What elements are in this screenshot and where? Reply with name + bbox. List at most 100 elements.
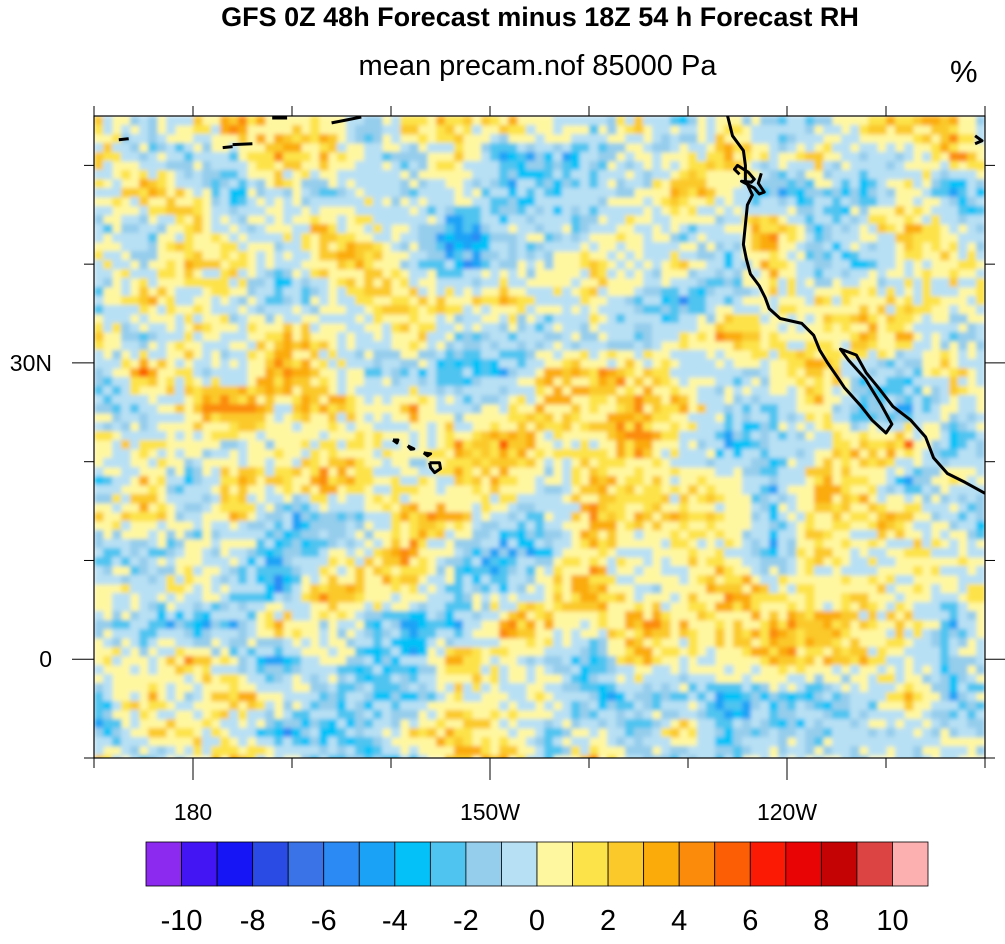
field-cell — [805, 557, 815, 567]
field-cell — [967, 431, 977, 441]
field-cell — [364, 701, 374, 711]
field-cell — [886, 512, 896, 522]
field-cell — [526, 701, 536, 711]
field-cell — [301, 413, 311, 423]
field-cell — [967, 458, 977, 468]
field-cell — [202, 170, 212, 180]
field-cell — [769, 134, 779, 144]
field-cell — [787, 548, 797, 558]
field-cell — [859, 251, 869, 261]
field-cell — [364, 467, 374, 477]
field-cell — [958, 170, 968, 180]
field-cell — [859, 350, 869, 360]
field-cell — [760, 206, 770, 216]
field-cell — [715, 449, 725, 459]
field-cell — [715, 620, 725, 630]
field-cell — [229, 386, 239, 396]
field-cell — [346, 530, 356, 540]
field-cell — [715, 242, 725, 252]
field-cell — [247, 557, 257, 567]
field-cell — [616, 665, 626, 675]
field-cell — [931, 503, 941, 513]
field-cell — [328, 512, 338, 522]
field-cell — [895, 665, 905, 675]
field-cell — [337, 287, 347, 297]
field-cell — [634, 530, 644, 540]
field-cell — [445, 593, 455, 603]
field-cell — [877, 710, 887, 720]
field-cell — [643, 485, 653, 495]
field-cell — [274, 341, 284, 351]
field-cell — [976, 341, 985, 351]
field-cell — [112, 548, 122, 558]
field-cell — [499, 575, 509, 585]
field-cell — [958, 242, 968, 252]
field-cell — [193, 152, 203, 162]
field-cell — [580, 647, 590, 657]
field-cell — [364, 287, 374, 297]
field-cell — [967, 278, 977, 288]
field-cell — [508, 152, 518, 162]
field-cell — [139, 611, 149, 621]
field-cell — [94, 287, 104, 297]
field-cell — [193, 395, 203, 405]
field-cell — [877, 485, 887, 495]
field-cell — [652, 476, 662, 486]
field-cell — [211, 278, 221, 288]
field-cell — [706, 458, 716, 468]
field-cell — [337, 710, 347, 720]
field-cell — [130, 701, 140, 711]
field-cell — [598, 521, 608, 531]
field-cell — [175, 341, 185, 351]
field-cell — [121, 170, 131, 180]
field-cell — [481, 611, 491, 621]
field-cell — [886, 152, 896, 162]
field-cell — [418, 665, 428, 675]
field-cell — [859, 170, 869, 180]
field-cell — [337, 296, 347, 306]
field-cell — [310, 656, 320, 666]
field-cell — [850, 287, 860, 297]
field-cell — [643, 341, 653, 351]
field-cell — [625, 692, 635, 702]
field-cell — [778, 278, 788, 288]
field-cell — [670, 143, 680, 153]
field-cell — [445, 710, 455, 720]
field-cell — [157, 710, 167, 720]
field-cell — [382, 440, 392, 450]
field-cell — [319, 440, 329, 450]
field-cell — [202, 404, 212, 414]
field-cell — [436, 647, 446, 657]
field-cell — [688, 224, 698, 234]
field-cell — [175, 377, 185, 387]
field-cell — [634, 134, 644, 144]
field-cell — [130, 692, 140, 702]
field-cell — [562, 296, 572, 306]
field-cell — [715, 260, 725, 270]
field-cell — [265, 197, 275, 207]
field-cell — [481, 566, 491, 576]
field-cell — [94, 431, 104, 441]
field-cell — [652, 755, 662, 758]
field-cell — [724, 548, 734, 558]
field-cell — [427, 422, 437, 432]
field-cell — [310, 350, 320, 360]
field-cell — [157, 611, 167, 621]
field-cell — [319, 134, 329, 144]
field-cell — [319, 683, 329, 693]
field-cell — [382, 512, 392, 522]
field-cell — [841, 737, 851, 747]
field-cell — [733, 728, 743, 738]
field-cell — [454, 377, 464, 387]
field-cell — [922, 188, 932, 198]
field-cell — [544, 143, 554, 153]
field-cell — [670, 566, 680, 576]
field-cell — [94, 323, 104, 333]
field-cell — [265, 287, 275, 297]
field-cell — [589, 260, 599, 270]
hawaii-3 — [406, 444, 416, 451]
field-cell — [373, 224, 383, 234]
field-cell — [913, 746, 923, 756]
field-cell — [733, 710, 743, 720]
field-cell — [373, 521, 383, 531]
